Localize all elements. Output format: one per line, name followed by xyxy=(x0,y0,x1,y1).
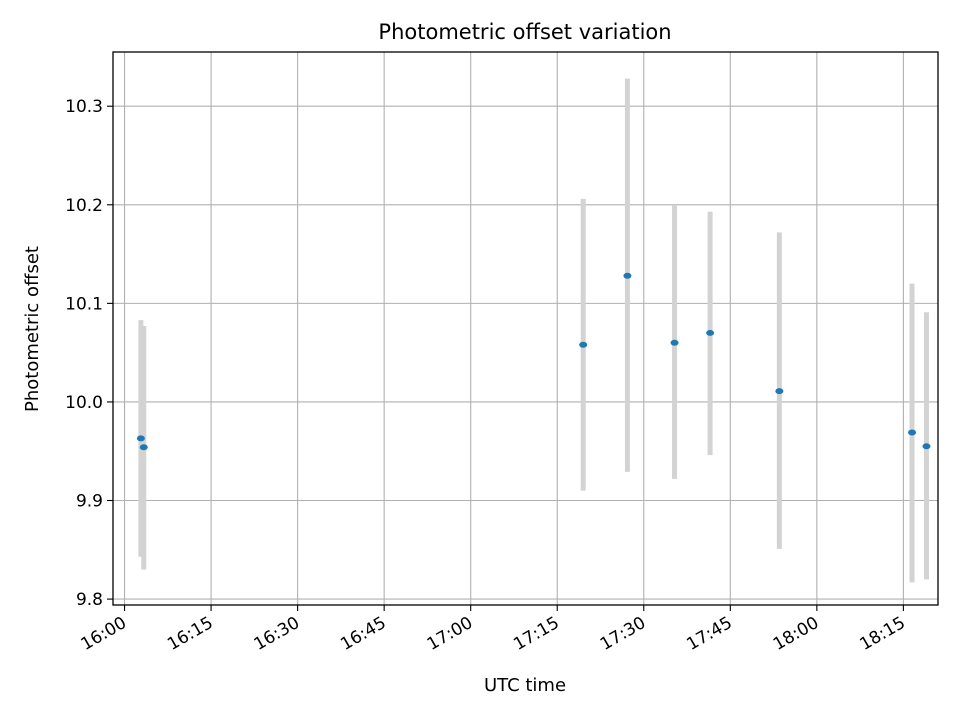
y-axis-ticks: 9.8 9.9 10.0 10.1 10.2 10.3 xyxy=(65,97,113,610)
y-tick-label: 9.9 xyxy=(76,492,103,512)
data-point xyxy=(579,341,588,348)
data-point xyxy=(922,443,931,450)
data-point xyxy=(706,329,715,336)
data-point xyxy=(908,429,917,436)
data-point xyxy=(670,339,679,346)
y-tick-label: 10.1 xyxy=(65,294,103,314)
data-point xyxy=(139,444,148,451)
grid xyxy=(113,52,938,605)
chart-title: Photometric offset variation xyxy=(378,20,671,44)
plot-frame xyxy=(112,51,939,606)
y-tick-label: 10.3 xyxy=(65,97,103,117)
y-tick-label: 9.8 xyxy=(76,590,103,610)
data-points xyxy=(136,272,931,451)
data-point xyxy=(623,272,632,279)
y-tick-label: 10.0 xyxy=(65,393,103,413)
y-tick-label: 10.2 xyxy=(65,196,103,216)
y-axis-label: Photometric offset xyxy=(22,246,43,412)
data-point xyxy=(136,435,145,442)
x-axis-label: UTC time xyxy=(484,675,566,696)
data-point xyxy=(775,388,784,395)
